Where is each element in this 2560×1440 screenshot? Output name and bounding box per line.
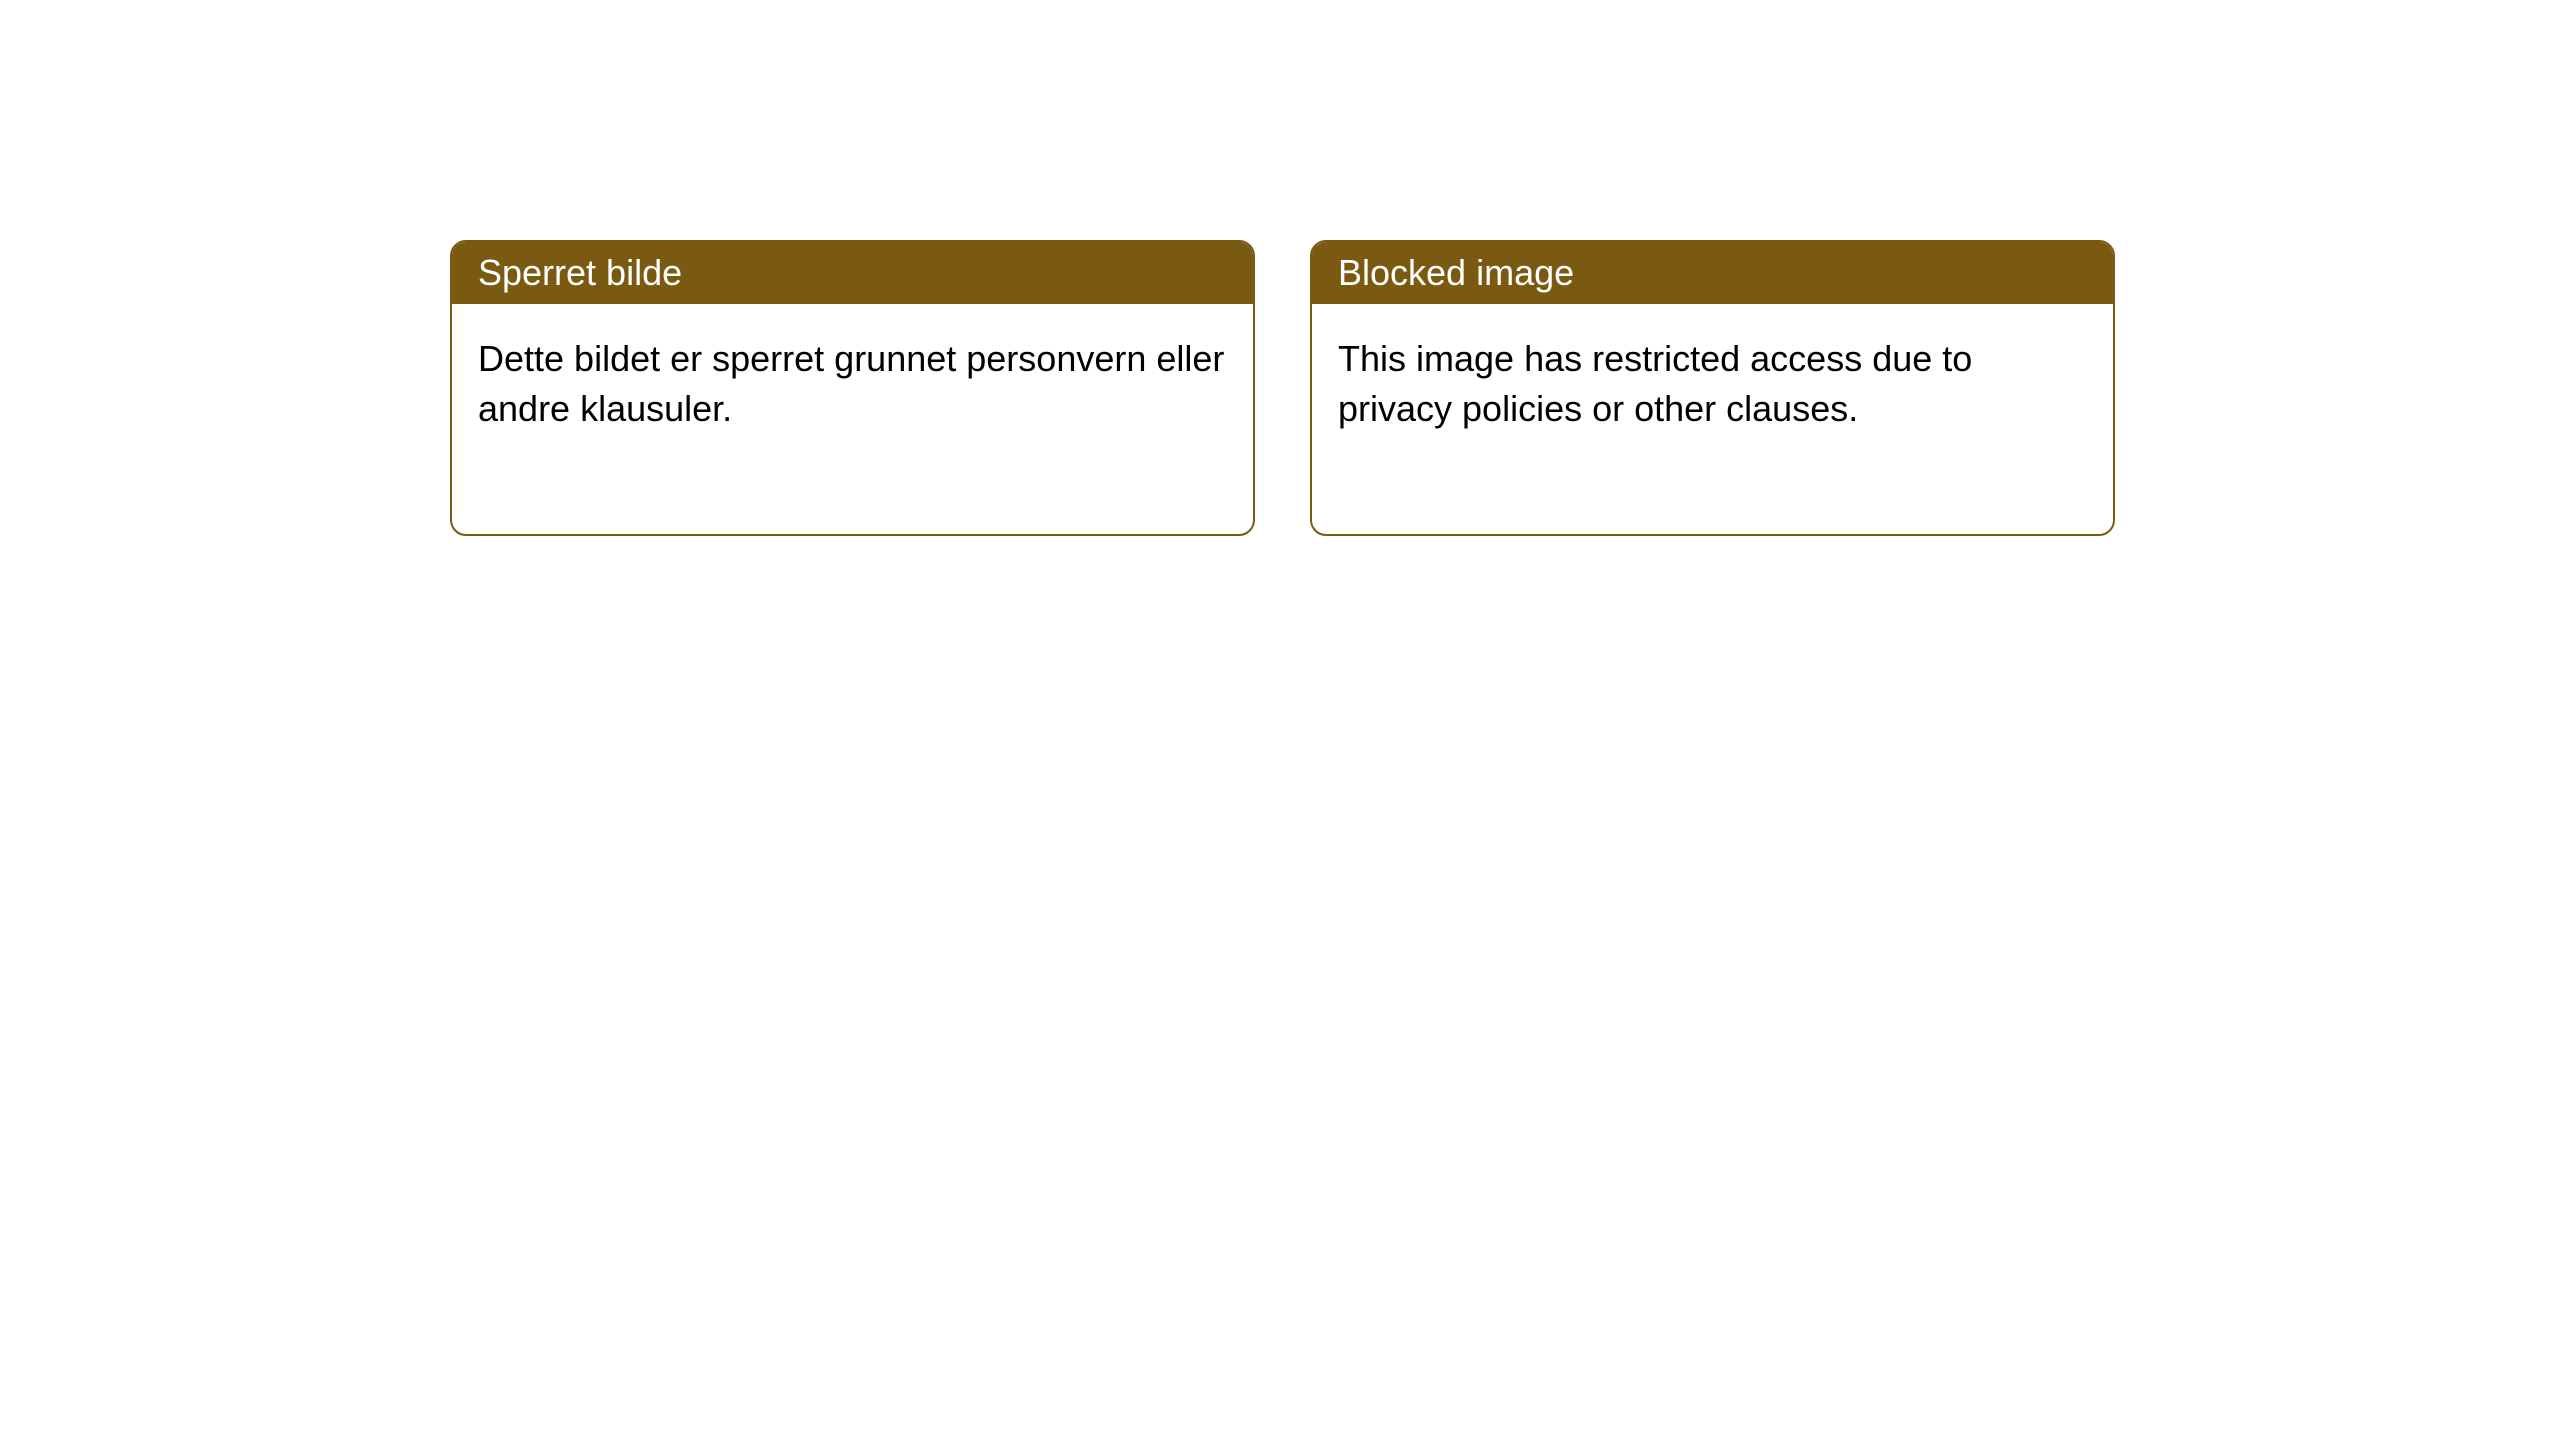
notice-body-text: This image has restricted access due to … xyxy=(1312,304,2113,534)
notice-card-english: Blocked image This image has restricted … xyxy=(1310,240,2115,536)
notice-title: Blocked image xyxy=(1312,242,2113,304)
notice-title: Sperret bilde xyxy=(452,242,1253,304)
notice-container: Sperret bilde Dette bildet er sperret gr… xyxy=(450,240,2115,536)
notice-card-norwegian: Sperret bilde Dette bildet er sperret gr… xyxy=(450,240,1255,536)
notice-body-text: Dette bildet er sperret grunnet personve… xyxy=(452,304,1253,534)
